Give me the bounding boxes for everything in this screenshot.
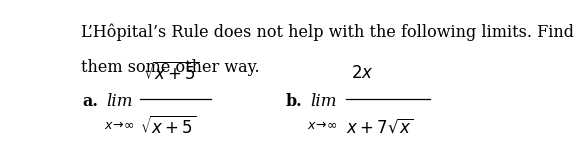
Text: lim: lim <box>310 93 336 110</box>
Text: a.: a. <box>82 93 98 110</box>
Text: $x\!\rightarrow\!\infty$: $x\!\rightarrow\!\infty$ <box>307 119 337 133</box>
Text: $\sqrt{x+5}$: $\sqrt{x+5}$ <box>143 62 199 84</box>
Text: $x\!\rightarrow\!\infty$: $x\!\rightarrow\!\infty$ <box>104 119 134 133</box>
Text: them some other way.: them some other way. <box>81 59 259 76</box>
Text: $x + 7\sqrt{x}$: $x + 7\sqrt{x}$ <box>346 118 414 137</box>
Text: lim: lim <box>107 93 134 110</box>
Text: $\sqrt{x+5}$: $\sqrt{x+5}$ <box>140 116 196 138</box>
Text: b.: b. <box>285 93 302 110</box>
Text: L’Hôpital’s Rule does not help with the following limits. Find: L’Hôpital’s Rule does not help with the … <box>81 23 574 41</box>
Text: $2x$: $2x$ <box>351 64 373 82</box>
